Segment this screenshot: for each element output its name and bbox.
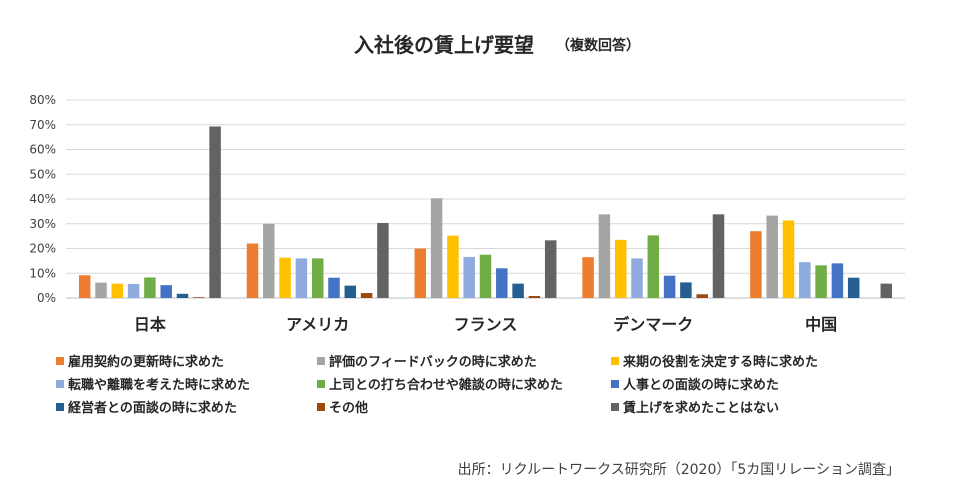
bar (614, 239, 627, 298)
legend-swatch (56, 357, 64, 365)
legend-swatch (56, 403, 64, 411)
x-category-label: アメリカ (286, 315, 349, 334)
y-axis: 0% 10% 20% 30% 40% 50% 60% 70% 80% (29, 93, 56, 305)
legend-label: 人事との面談の時に求めた (623, 377, 779, 393)
y-tick-label: 30% (29, 217, 56, 231)
bar (95, 282, 107, 298)
bar (663, 275, 676, 298)
bar (111, 283, 124, 298)
bar (696, 294, 708, 298)
bar (176, 293, 189, 298)
bar (479, 254, 492, 298)
bar (647, 235, 660, 298)
legend-swatch (317, 357, 325, 365)
bar (246, 243, 259, 298)
y-tick-label: 70% (29, 118, 56, 132)
bar (377, 223, 389, 298)
bar (447, 235, 459, 298)
y-tick-label: 0% (37, 291, 56, 305)
legend-swatch (611, 403, 619, 411)
bar (360, 293, 373, 298)
bar (582, 257, 594, 298)
bar (127, 283, 140, 298)
legend-label: 上司との打ち合わせや雑談の時に求めた (329, 377, 563, 393)
y-tick-label: 10% (29, 266, 56, 280)
bar (263, 223, 275, 298)
x-category-label: デンマーク (613, 315, 693, 334)
bar (831, 263, 844, 298)
legend-swatch (317, 380, 325, 388)
legend-label: 転職や離職を考えた時に求めた (68, 377, 250, 393)
bar (209, 126, 221, 298)
y-tick-label: 40% (29, 192, 56, 206)
bar (496, 268, 508, 298)
bar (344, 285, 357, 298)
bar (279, 257, 291, 298)
x-category-label: フランス (454, 315, 518, 334)
x-category-label: 日本 (134, 315, 166, 334)
bar (847, 277, 860, 298)
bar (750, 231, 762, 298)
legend-label: 雇用契約の更新時に求めた (68, 354, 224, 370)
bar (311, 258, 324, 298)
legend-label: 来期の役割を決定する時に求めた (622, 354, 818, 370)
bar (463, 256, 475, 298)
bar (782, 220, 795, 298)
chart-title: 入社後の賃上げ要望 (354, 33, 534, 57)
bar (528, 296, 541, 298)
gridlines (66, 99, 905, 299)
bar (880, 283, 893, 298)
bar (160, 285, 172, 298)
bar (598, 214, 611, 298)
legend-label: 賃上げを求めたことはない (622, 400, 779, 416)
bar (193, 297, 205, 298)
bar (512, 283, 524, 298)
bar (328, 277, 340, 298)
y-tick-label: 50% (29, 167, 56, 181)
legend: 雇用契約の更新時に求めた 評価のフィードバックの時に求めた 来期の役割を決定する時に… (56, 354, 818, 416)
chart-subtitle: （複数回答） (556, 37, 640, 54)
bar (631, 258, 643, 298)
bar (414, 248, 427, 298)
bars (78, 126, 893, 298)
legend-swatch (317, 403, 325, 411)
bar (680, 282, 692, 298)
x-category-label: 中国 (805, 315, 837, 334)
bar (144, 277, 156, 298)
y-tick-label: 20% (29, 242, 56, 256)
bar (430, 198, 443, 298)
legend-label: 経営者との面談の時に求めた (68, 400, 237, 416)
source-note: 出所：リクルートワークス研究所（2020）「5カ国リレーション調査」 (458, 462, 900, 478)
y-tick-label: 60% (29, 143, 56, 157)
legend-label: 評価のフィードバックの時に求めた (329, 354, 537, 370)
bar (544, 240, 557, 298)
legend-swatch (56, 380, 64, 388)
legend-swatch (611, 357, 619, 365)
bar (766, 215, 778, 298)
bar (815, 265, 827, 298)
legend-swatch (611, 380, 619, 388)
bar (712, 214, 725, 298)
bar (295, 258, 308, 298)
bar (78, 275, 91, 298)
y-tick-label: 80% (29, 93, 56, 107)
x-axis: 日本 アメリカ フランス デンマーク 中国 (134, 315, 837, 334)
legend-label: その他 (329, 400, 368, 416)
bar (799, 262, 811, 298)
